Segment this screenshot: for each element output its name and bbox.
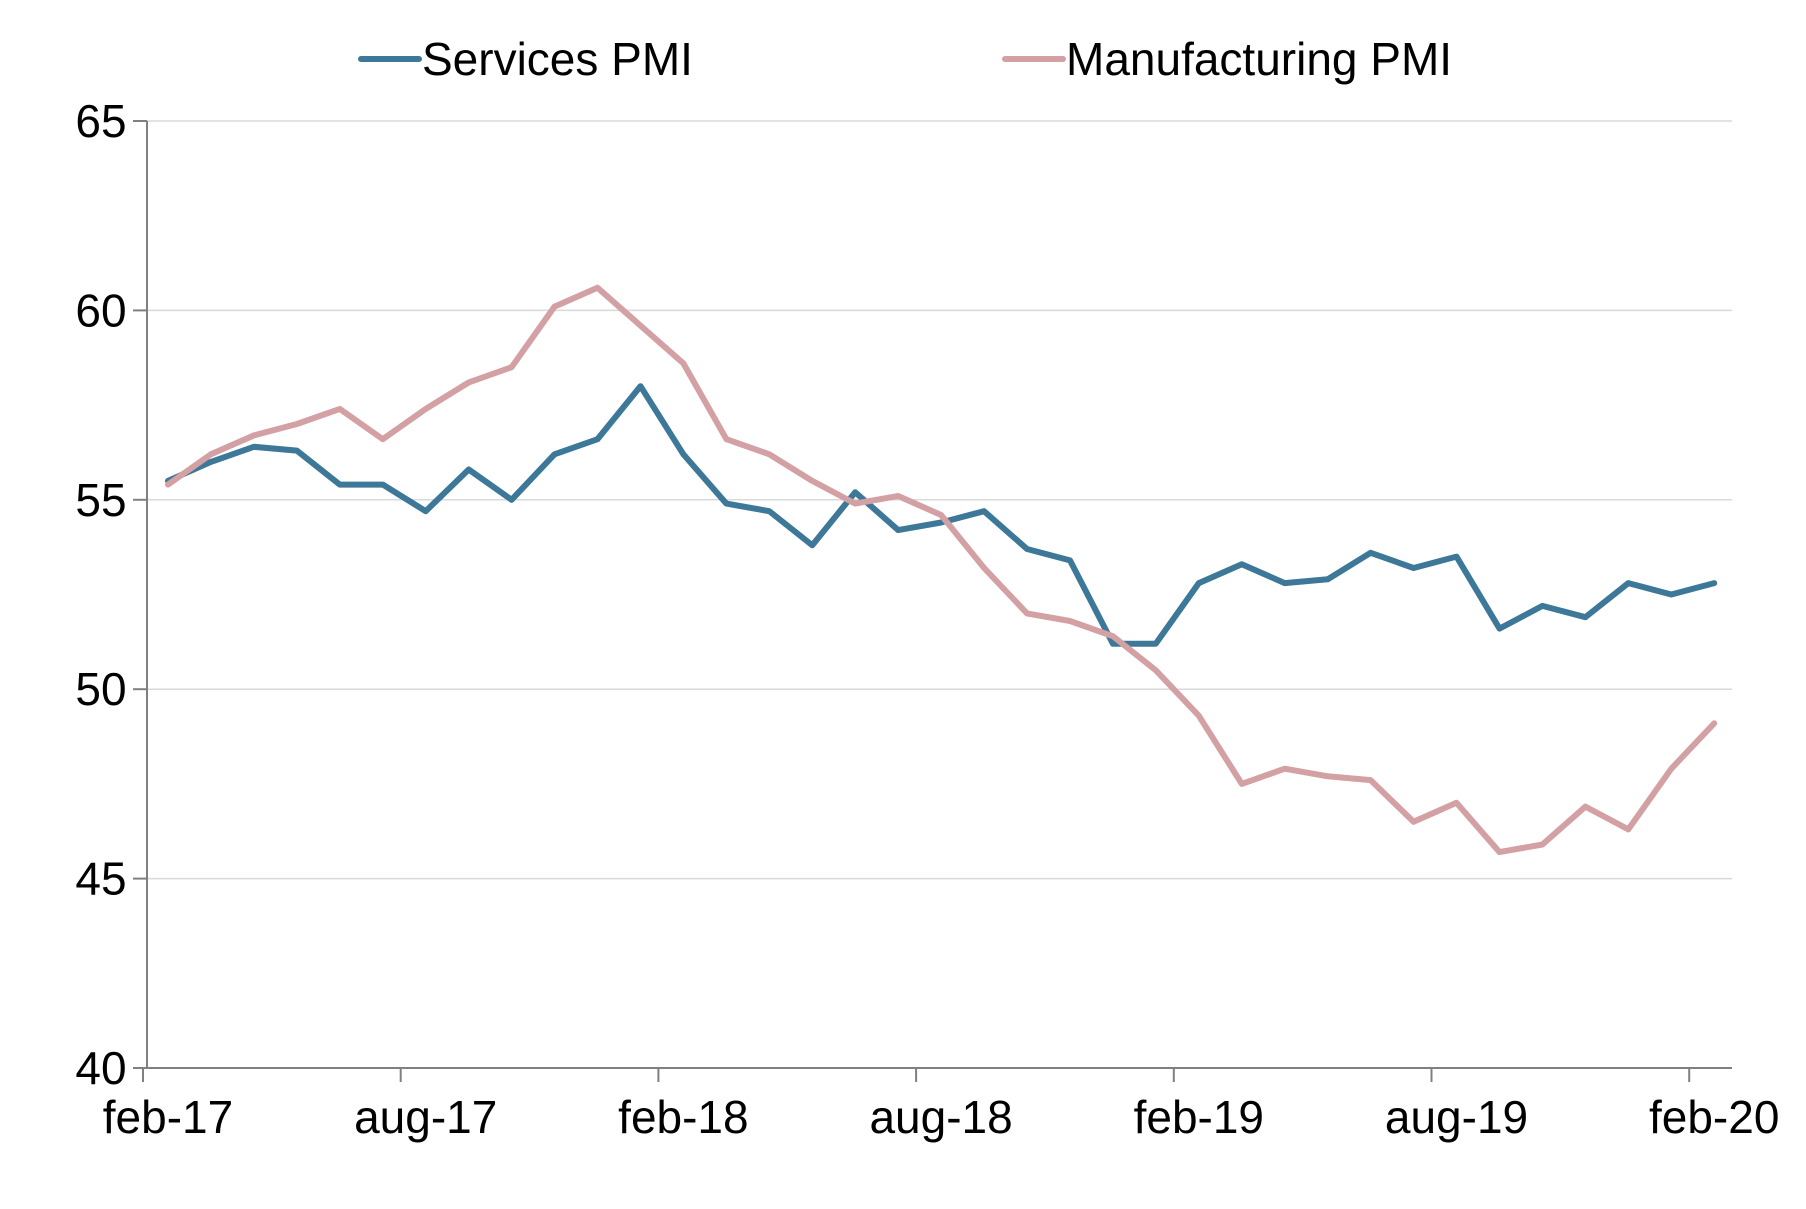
legend-item: Services PMI bbox=[358, 33, 693, 85]
x-axis-ticks: feb-17 aug-17 feb-18 aug-18 feb-19 aug-19 feb-… bbox=[103, 1068, 1779, 1143]
legend-label: Services PMI bbox=[422, 33, 693, 85]
legend-label: Manufacturing PMI bbox=[1066, 33, 1452, 85]
x-tick-label: feb-19 bbox=[1134, 1091, 1264, 1143]
y-tick-label: 50 bbox=[75, 663, 126, 715]
y-tick-label: 55 bbox=[75, 474, 126, 526]
legend: Services PMI Manufacturing PMI bbox=[358, 33, 1452, 85]
x-tick-label: feb-20 bbox=[1649, 1091, 1779, 1143]
y-tick-label: 60 bbox=[75, 284, 126, 336]
gridlines bbox=[147, 120, 1732, 880]
x-tick-label: feb-17 bbox=[103, 1091, 233, 1143]
y-tick-label: 40 bbox=[75, 1042, 126, 1094]
series-line-manufacturing-pmi bbox=[165, 284, 1718, 856]
y-tick-label: 45 bbox=[75, 853, 126, 905]
series-line-services-pmi bbox=[165, 383, 1718, 647]
y-axis-ticks: 40 45 50 55 60 65 bbox=[75, 95, 147, 1094]
x-tick-label: feb-18 bbox=[618, 1091, 748, 1143]
x-tick-label: aug-17 bbox=[354, 1091, 497, 1143]
series-lines bbox=[165, 284, 1718, 856]
y-tick-label: 65 bbox=[75, 95, 126, 147]
x-tick-label: aug-19 bbox=[1385, 1091, 1528, 1143]
x-tick-label: aug-18 bbox=[869, 1091, 1012, 1143]
legend-item: Manufacturing PMI bbox=[1002, 33, 1452, 85]
axes bbox=[146, 121, 1732, 1069]
